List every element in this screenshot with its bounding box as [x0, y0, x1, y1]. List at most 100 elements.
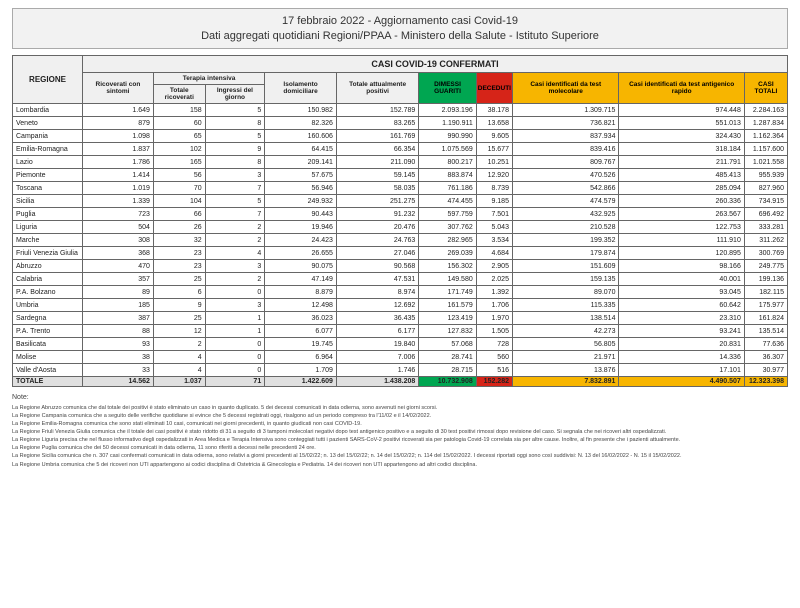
- data-cell: 1.339: [83, 195, 154, 208]
- total-row: TOTALE 14.562 1.037 71 1.422.609 1.438.2…: [13, 377, 788, 387]
- data-cell: 5: [205, 130, 265, 143]
- total-c8: 7.832.891: [512, 377, 618, 387]
- data-cell: 24.423: [265, 234, 337, 247]
- col-c9: Casi identificati da test antigenico rap…: [619, 73, 744, 104]
- data-cell: 25: [153, 273, 205, 286]
- data-cell: 542.866: [512, 182, 618, 195]
- data-cell: 57.675: [265, 169, 337, 182]
- data-cell: 8.974: [336, 286, 418, 299]
- note-line: La Regione Abruzzo comunica che dal tota…: [12, 405, 788, 412]
- data-cell: 38: [83, 351, 154, 364]
- data-cell: 12: [153, 325, 205, 338]
- table-row: Lazio1.7861658209.141211.090800.21710.25…: [13, 156, 788, 169]
- data-cell: 6.077: [265, 325, 337, 338]
- data-cell: 1.786: [83, 156, 154, 169]
- data-cell: 47.531: [336, 273, 418, 286]
- data-cell: 761.186: [419, 182, 476, 195]
- data-cell: 90.568: [336, 260, 418, 273]
- data-cell: 70: [153, 182, 205, 195]
- data-cell: 65: [153, 130, 205, 143]
- data-cell: 1.706: [476, 299, 512, 312]
- data-cell: 1.162.364: [744, 130, 787, 143]
- data-cell: 15.677: [476, 143, 512, 156]
- total-c9: 4.490.507: [619, 377, 744, 387]
- data-cell: 728: [476, 338, 512, 351]
- super-header: CASI COVID-19 CONFERMATI: [83, 56, 788, 73]
- data-cell: 474.579: [512, 195, 618, 208]
- data-cell: 1: [205, 312, 265, 325]
- data-cell: 0: [205, 351, 265, 364]
- total-c6: 10.732.908: [419, 377, 476, 387]
- data-cell: 26: [153, 221, 205, 234]
- data-cell: 4: [205, 247, 265, 260]
- data-cell: 175.977: [744, 299, 787, 312]
- table-row: Piemonte1.41456357.67559.145883.87412.92…: [13, 169, 788, 182]
- data-cell: 1.746: [336, 364, 418, 377]
- total-c7: 152.282: [476, 377, 512, 387]
- data-cell: 23.310: [619, 312, 744, 325]
- data-cell: 120.895: [619, 247, 744, 260]
- total-c10: 12.323.398: [744, 377, 787, 387]
- data-cell: 160.606: [265, 130, 337, 143]
- data-cell: 311.262: [744, 234, 787, 247]
- col-c3: Ingressi del giorno: [205, 85, 265, 104]
- total-c5: 1.438.208: [336, 377, 418, 387]
- data-cell: 1.287.834: [744, 117, 787, 130]
- table-row: Abruzzo47023390.07590.568156.3022.905151…: [13, 260, 788, 273]
- data-cell: 249.775: [744, 260, 787, 273]
- data-cell: 955.939: [744, 169, 787, 182]
- data-cell: 28.715: [419, 364, 476, 377]
- col-c6: DIMESSI GUARITI: [419, 73, 476, 104]
- data-cell: 38.178: [476, 104, 512, 117]
- data-cell: 1.190.911: [419, 117, 476, 130]
- data-cell: 179.874: [512, 247, 618, 260]
- region-cell: Campania: [13, 130, 83, 143]
- data-cell: 150.982: [265, 104, 337, 117]
- data-cell: 102: [153, 143, 205, 156]
- data-cell: 152.789: [336, 104, 418, 117]
- data-cell: 2.284.163: [744, 104, 787, 117]
- data-cell: 6.177: [336, 325, 418, 338]
- data-cell: 990.990: [419, 130, 476, 143]
- data-cell: 159.135: [512, 273, 618, 286]
- data-cell: 827.960: [744, 182, 787, 195]
- data-cell: 5: [205, 104, 265, 117]
- data-cell: 560: [476, 351, 512, 364]
- data-cell: 210.528: [512, 221, 618, 234]
- data-cell: 59.145: [336, 169, 418, 182]
- data-cell: 123.419: [419, 312, 476, 325]
- data-cell: 47.149: [265, 273, 337, 286]
- total-c4: 1.422.609: [265, 377, 337, 387]
- note-line: La Regione Sicilia comunica che n. 307 c…: [12, 453, 788, 460]
- data-cell: 285.094: [619, 182, 744, 195]
- data-cell: 839.416: [512, 143, 618, 156]
- data-cell: 8.879: [265, 286, 337, 299]
- data-cell: 26.655: [265, 247, 337, 260]
- data-cell: 83.265: [336, 117, 418, 130]
- data-cell: 308: [83, 234, 154, 247]
- data-cell: 211.090: [336, 156, 418, 169]
- data-cell: 2.025: [476, 273, 512, 286]
- data-cell: 104: [153, 195, 205, 208]
- data-cell: 1.837: [83, 143, 154, 156]
- data-cell: 33: [83, 364, 154, 377]
- data-cell: 56.946: [265, 182, 337, 195]
- table-row: Veneto87960882.32683.2651.190.91113.6587…: [13, 117, 788, 130]
- region-cell: Lombardia: [13, 104, 83, 117]
- col-c2: Totale ricoverati: [153, 85, 205, 104]
- table-row: Emilia-Romagna1.837102964.41566.3541.075…: [13, 143, 788, 156]
- table-row: Friuli Venezia Giulia36823426.65527.0462…: [13, 247, 788, 260]
- note-line: La Regione Umbria comunica che 5 dei ric…: [12, 462, 788, 469]
- note-line: La Regione Friuli Venezia Giulia comunic…: [12, 429, 788, 436]
- data-cell: 263.567: [619, 208, 744, 221]
- data-cell: 474.455: [419, 195, 476, 208]
- table-row: P.A. Bolzano89608.8798.974171.7491.39289…: [13, 286, 788, 299]
- note-line: La Regione Puglia comunica che dei 50 de…: [12, 445, 788, 452]
- data-cell: 27.046: [336, 247, 418, 260]
- data-cell: 12.498: [265, 299, 337, 312]
- col-c8: Casi identificati da test molecolare: [512, 73, 618, 104]
- data-cell: 199.352: [512, 234, 618, 247]
- data-cell: 149.580: [419, 273, 476, 286]
- region-cell: Umbria: [13, 299, 83, 312]
- notes-title: Note:: [12, 393, 788, 402]
